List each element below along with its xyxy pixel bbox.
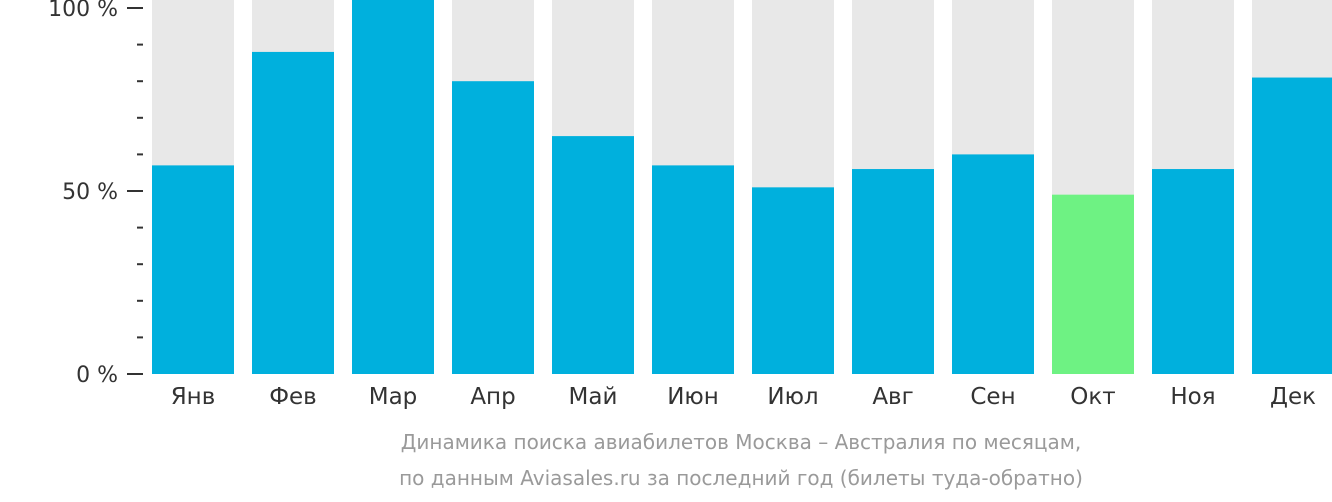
chart-caption-line-2: по данным Aviasales.ru за последний год …: [399, 466, 1083, 490]
bar: [752, 187, 834, 374]
y-tick-label: 100 %: [48, 0, 118, 22]
bar: [1052, 194, 1134, 374]
x-tick-label: Янв: [171, 384, 216, 410]
x-tick-label: Фев: [269, 384, 317, 410]
x-tick-label: Авг: [872, 384, 913, 410]
bar: [152, 165, 234, 374]
x-tick-label: Дек: [1270, 384, 1316, 410]
x-tick-label: Окт: [1070, 384, 1115, 410]
bar: [1152, 169, 1234, 374]
x-tick-label: Апр: [470, 384, 515, 410]
x-tick-label: Июл: [767, 384, 818, 410]
bar: [652, 165, 734, 374]
bar: [1252, 77, 1332, 374]
bar: [952, 154, 1034, 374]
y-tick-label: 50 %: [62, 180, 118, 205]
x-tick-label: Ноя: [1170, 384, 1215, 410]
x-tick-label: Май: [569, 384, 618, 410]
bar: [852, 169, 934, 374]
x-tick-label: Мар: [369, 384, 418, 410]
bar: [252, 51, 334, 375]
bar: [452, 81, 534, 374]
x-tick-label: Июн: [667, 384, 719, 410]
chart-caption-line-1: Динамика поиска авиабилетов Москва – Авс…: [400, 430, 1082, 454]
y-tick-label: 0 %: [76, 363, 118, 388]
bar: [552, 136, 634, 374]
x-tick-label: Сен: [970, 384, 1015, 410]
bar: [352, 0, 434, 374]
bar-chart: Янв Фев Мар Апр Май Июн Июл Авг Сен Окт Ноя Дек 0 % 5…: [48, 0, 1332, 410]
